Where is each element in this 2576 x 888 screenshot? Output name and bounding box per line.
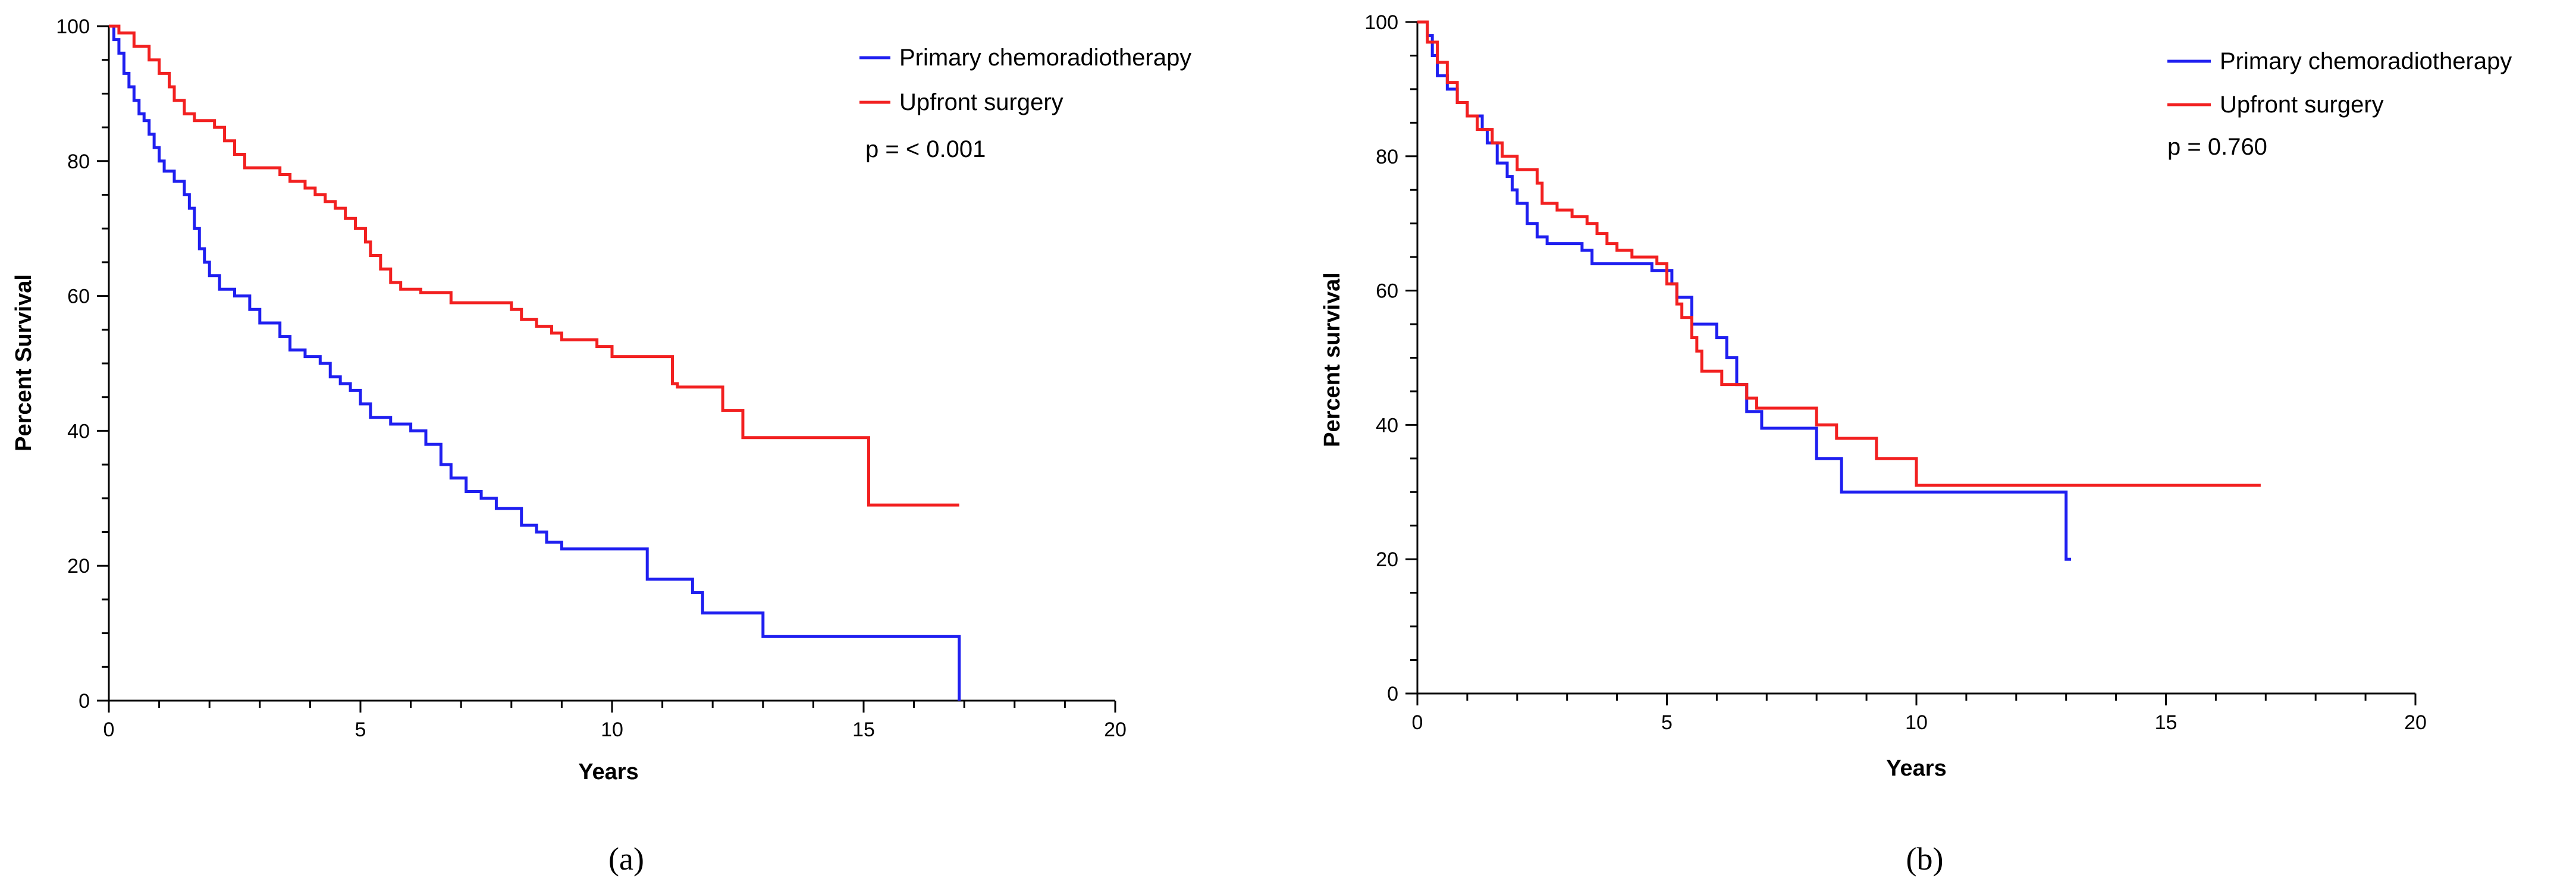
legend-label-chemoradiotherapy: Primary chemoradiotherapy [2220,48,2512,74]
panel-caption: (a) [608,841,644,877]
x-tick-label: 20 [1104,718,1127,741]
y-tick-label: 0 [1387,683,1398,705]
km-curve-surgery [109,24,959,507]
y-tick-label: 100 [1364,11,1398,34]
x-tick-label: 10 [601,718,623,741]
y-tick-label: 100 [56,15,90,38]
x-tick-label: 5 [355,718,366,741]
legend-label-chemoradiotherapy: Primary chemoradiotherapy [899,45,1191,71]
km-curve-chemoradiotherapy [1417,20,2072,561]
y-tick-label: 0 [79,690,90,713]
legend: Primary chemoradiotherapy Upfront surger… [2167,48,2512,118]
panel-b: 0 5 10 15 20 0 20 40 60 80 100 Years Percent survi… [1320,11,2512,877]
km-curve-chemoradiotherapy [109,24,961,701]
y-tick-label: 60 [1376,280,1398,303]
panel-a: 0 5 10 15 20 0 20 40 60 80 100 Years Percent Survi… [11,15,1191,877]
ticks: 0 5 10 15 20 0 20 40 60 80 100 [1364,11,2427,734]
x-tick-label: 0 [1412,711,1423,734]
p-value: p = < 0.001 [865,136,986,162]
p-value: p = 0.760 [2167,134,2267,160]
x-axis-title: Years [578,760,638,785]
x-tick-label: 0 [103,718,115,741]
x-tick-label: 5 [1661,711,1673,734]
series-layer [109,24,961,701]
ticks: 0 5 10 15 20 0 20 40 60 80 100 [56,15,1127,741]
x-tick-label: 15 [2155,711,2177,734]
axes [108,26,1115,702]
y-tick-label: 40 [1376,414,1398,437]
y-tick-label: 80 [1376,146,1398,168]
y-tick-label: 80 [67,150,90,173]
y-tick-label: 20 [1376,548,1398,571]
y-axis-title: Percent Survival [11,274,36,451]
axes [1416,22,2415,695]
panel-caption: (b) [1906,841,1944,877]
legend: Primary chemoradiotherapy Upfront surger… [859,45,1191,115]
y-tick-label: 40 [67,420,90,443]
y-tick-label: 20 [67,555,90,578]
km-curve-surgery [1417,20,2261,487]
y-axis-title: Percent survival [1320,272,1345,447]
legend-label-surgery: Upfront surgery [899,89,1063,115]
x-axis-title: Years [1886,756,1946,781]
x-tick-label: 20 [2404,711,2427,734]
x-tick-label: 10 [1905,711,1928,734]
legend-label-surgery: Upfront surgery [2220,92,2384,118]
x-tick-label: 15 [852,718,875,741]
series-layer [1417,20,2261,561]
y-tick-label: 60 [67,285,90,308]
